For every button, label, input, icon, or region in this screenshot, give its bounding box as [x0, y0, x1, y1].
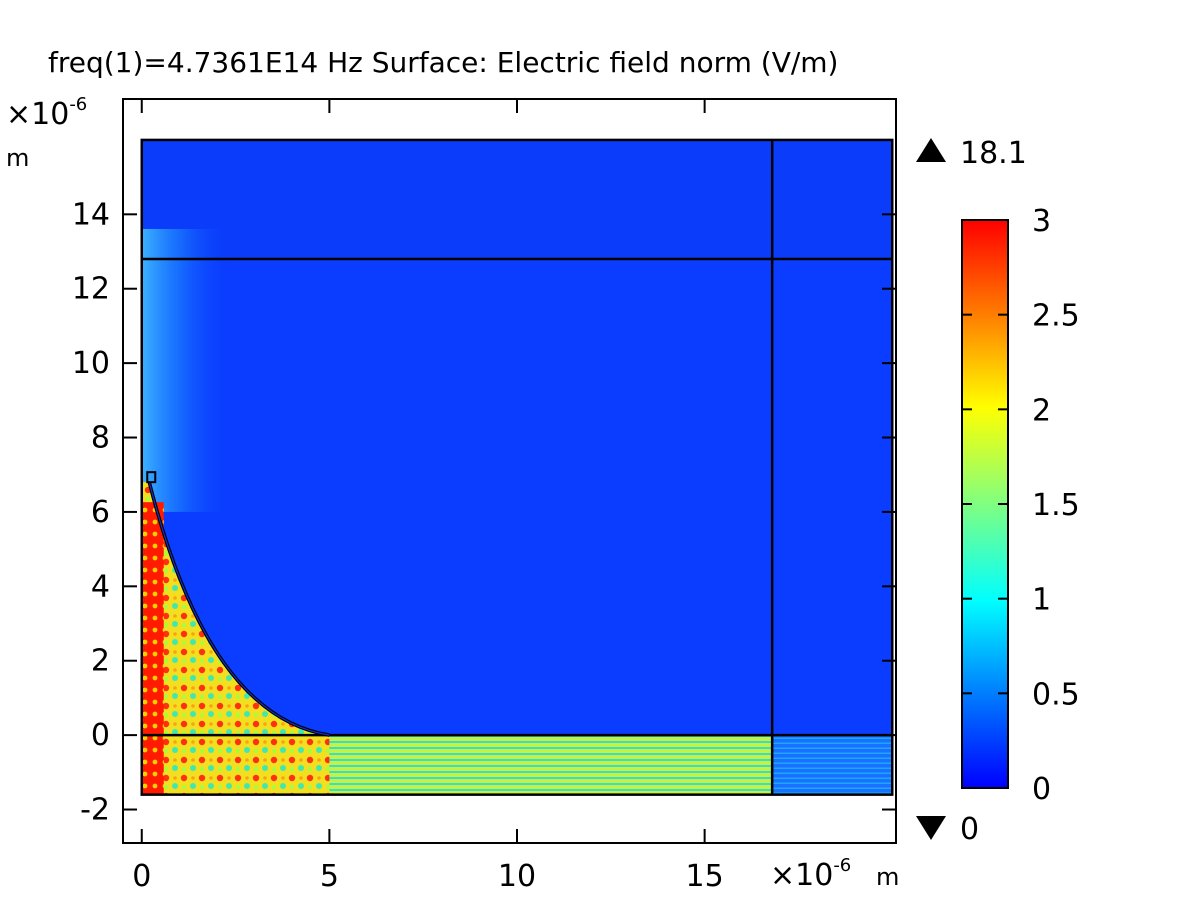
x-axis-scale-label: ×10-6 m [770, 855, 899, 893]
tip-marker [146, 471, 157, 484]
x-tick-label: 5 [320, 859, 339, 894]
max-marker-icon [916, 138, 946, 162]
x-tick-label: 10 [498, 859, 536, 894]
x-tick-label: 15 [686, 859, 724, 894]
x-tick-label: 0 [132, 859, 151, 894]
y-tick-label: 14 [72, 197, 110, 232]
y-tick-label: 0 [91, 718, 110, 753]
min-marker-icon [916, 816, 946, 840]
x-scale-exponent: -6 [833, 855, 851, 876]
colorbar-max-label: 18.1 [960, 136, 1027, 171]
domain-boundary [140, 138, 894, 796]
colorbar-tick-label: 0.5 [1032, 677, 1080, 712]
y-axis-ticks: -2 0 2 4 6 8 10 12 14 [72, 197, 896, 828]
y-tick-label: -2 [80, 793, 110, 828]
colorbar-tick-label: 1.5 [1032, 488, 1080, 523]
y-tick-label: 8 [91, 421, 110, 456]
chart-title: freq(1)=4.7361E14 Hz Surface: Electric f… [48, 46, 838, 79]
colorbar: 18.1 0 0.5 1 1.5 2 2.5 3 0 [916, 136, 1080, 847]
field-surface [141, 139, 893, 795]
hot-edge-region [141, 502, 164, 795]
colorbar-tick-label: 1 [1032, 583, 1051, 618]
y-tick-label: 10 [72, 346, 110, 381]
colorbar-ticks: 0 0.5 1 1.5 2 2.5 3 [962, 204, 1080, 807]
svg-text:×10-6: ×10-6 [6, 94, 87, 132]
y-tick-label: 4 [91, 569, 110, 604]
lens-region [141, 482, 330, 795]
field-top-region [141, 139, 893, 259]
colorbar-tick-label: 2.5 [1032, 299, 1080, 334]
colorbar-tick-label: 3 [1032, 204, 1051, 239]
y-scale-exponent: -6 [69, 94, 87, 115]
y-tick-label: 2 [91, 644, 110, 679]
x-scale-base: ×10 [770, 858, 833, 893]
x-unit-label: m [876, 863, 899, 891]
field-glow [141, 228, 232, 512]
y-tick-label: 12 [72, 272, 110, 307]
colorbar-tick-label: 0 [1032, 772, 1051, 807]
lens-boundary-inner [148, 482, 330, 736]
svg-text:×10-6: ×10-6 [770, 855, 851, 893]
y-axis-scale-label: ×10-6 m [6, 94, 87, 172]
colorbar-min-label: 0 [960, 812, 979, 847]
y-unit-label: m [6, 144, 29, 172]
substrate-strip-right [772, 735, 893, 795]
geometry-lines [140, 138, 894, 796]
colorbar-tick-label: 2 [1032, 393, 1051, 428]
y-scale-base: ×10 [6, 97, 69, 132]
y-tick-label: 6 [91, 495, 110, 530]
x-axis-ticks: 0 5 10 15 [132, 99, 724, 894]
